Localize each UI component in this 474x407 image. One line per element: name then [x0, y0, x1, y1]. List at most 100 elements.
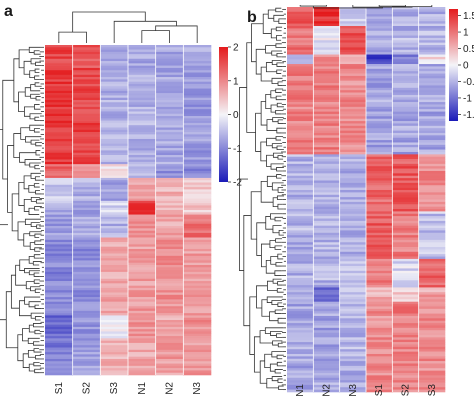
heatmap-cell	[287, 201, 314, 205]
heatmap-cell	[392, 168, 419, 172]
heatmap-cell	[339, 313, 367, 317]
heatmap-cell	[287, 285, 314, 288]
heatmap-cell	[392, 235, 419, 238]
heatmap-cell	[366, 258, 393, 262]
heatmap-cell	[100, 278, 129, 282]
heatmap-cell	[418, 49, 446, 53]
heatmap-cell	[155, 285, 184, 289]
heatmap-cell	[155, 338, 184, 341]
heatmap-cell	[339, 123, 367, 127]
heatmap-cell	[313, 140, 340, 143]
heatmap-cell	[100, 287, 129, 291]
heatmap-cell	[183, 207, 212, 211]
heatmap-cell	[313, 230, 340, 234]
heatmap-cell	[128, 132, 156, 135]
heatmap-cell	[287, 182, 314, 186]
heatmap-cell	[313, 30, 340, 34]
heatmap-cell	[100, 189, 129, 192]
heatmap-cell	[366, 173, 393, 177]
heatmap-cell	[313, 26, 340, 29]
heatmap-cell	[183, 86, 212, 89]
heatmap-cell	[392, 128, 419, 131]
heatmap-cell	[339, 199, 367, 203]
heatmap-cell	[313, 365, 340, 369]
heatmap-cell	[418, 249, 446, 253]
heatmap-cell	[45, 361, 73, 364]
heatmap-cell	[72, 244, 101, 247]
heatmap-cell	[339, 273, 367, 276]
column-label: N2	[165, 382, 176, 395]
heatmap-cell	[72, 203, 101, 206]
column-label: N2	[322, 384, 333, 397]
heatmap-cell	[45, 294, 73, 298]
heatmap-cell	[313, 42, 340, 46]
heatmap-cell	[155, 237, 184, 241]
heatmap-cell	[45, 347, 73, 351]
heatmap-cell	[366, 228, 393, 231]
heatmap-cell	[366, 121, 393, 124]
heatmap-cell	[339, 78, 367, 81]
heatmap-cell	[72, 136, 101, 140]
heatmap-cell	[100, 72, 129, 76]
heatmap-cell	[100, 356, 129, 360]
heatmap-cell	[100, 258, 129, 261]
heatmap-cell	[155, 180, 184, 183]
heatmap-cell	[72, 63, 101, 66]
heatmap-cell	[313, 14, 340, 17]
heatmap-cell	[392, 125, 419, 129]
heatmap-cell	[313, 327, 340, 331]
heatmap-cell	[72, 177, 101, 181]
heatmap-cell	[45, 216, 73, 220]
heatmap-cell	[313, 380, 340, 383]
heatmap-cell	[339, 289, 367, 293]
heatmap-cell	[128, 157, 156, 160]
heatmap-cell	[155, 299, 184, 302]
heatmap-cell	[128, 198, 156, 202]
heatmap-cell	[155, 93, 184, 96]
heatmap-cell	[418, 154, 446, 158]
heatmap-cell	[155, 308, 184, 312]
heatmap-cell	[418, 197, 446, 200]
heatmap-cell	[339, 14, 367, 17]
heatmap-cell	[183, 47, 212, 50]
heatmap-cell	[183, 150, 212, 154]
heatmap-cell	[392, 249, 419, 253]
heatmap-cell	[287, 21, 314, 24]
heatmap-cell	[339, 209, 367, 212]
heatmap-cell	[313, 280, 340, 283]
heatmap-cell	[366, 308, 393, 312]
heatmap-cell	[183, 109, 212, 112]
heatmap-cell	[287, 266, 314, 269]
heatmap-cell	[392, 266, 419, 269]
heatmap-cell	[313, 332, 340, 336]
heatmap-cell	[45, 90, 73, 94]
heatmap-cell	[366, 130, 393, 134]
heatmap-cell	[339, 306, 367, 310]
heatmap-cell	[100, 145, 129, 149]
heatmap-cell	[287, 339, 314, 343]
heatmap-cell	[183, 317, 212, 321]
heatmap-cell	[366, 380, 393, 383]
heatmap-cell	[183, 326, 212, 330]
heatmap-cell	[72, 303, 101, 307]
heatmap-cell	[45, 164, 73, 167]
heatmap-cell	[392, 258, 419, 262]
heatmap-cell	[339, 365, 367, 369]
heatmap-cell	[100, 102, 129, 105]
heatmap-cell	[366, 159, 393, 162]
heatmap-cell	[128, 193, 156, 197]
heatmap-cell	[128, 106, 156, 110]
heatmap-cell	[183, 271, 212, 275]
heatmap-cell	[418, 261, 446, 264]
heatmap-cell	[392, 356, 419, 360]
heatmap-cell	[418, 294, 446, 298]
heatmap-cell	[128, 166, 156, 170]
heatmap-cell	[418, 280, 446, 283]
heatmap-cell	[45, 72, 73, 76]
heatmap-cell	[100, 157, 129, 160]
heatmap-cell	[100, 159, 129, 163]
heatmap-cell	[72, 86, 101, 89]
heatmap-cell	[339, 156, 367, 160]
heatmap-cell	[128, 242, 156, 245]
heatmap-cell	[45, 134, 73, 137]
